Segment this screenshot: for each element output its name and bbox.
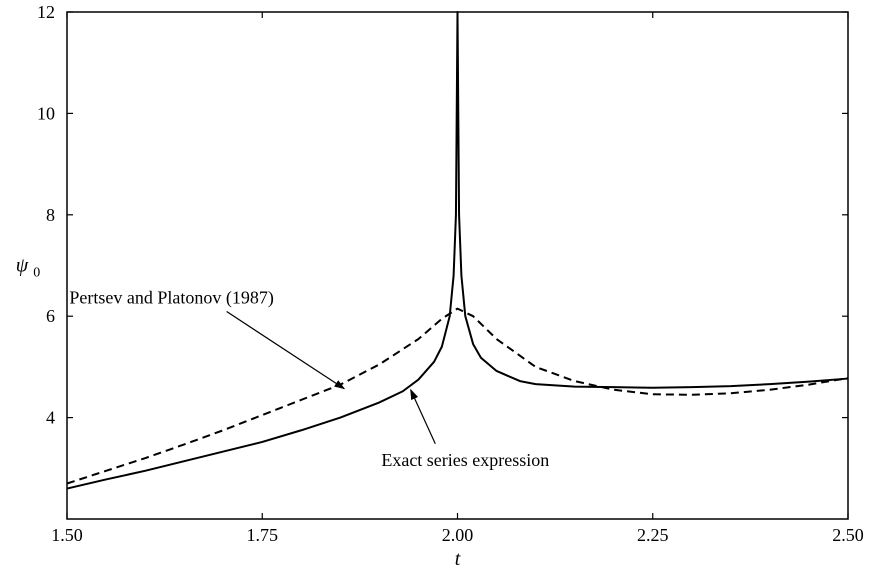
y-axis-label-subscript: 0 [33,266,40,281]
series-line-solid [66,11,849,490]
x-tick-label: 1.50 [51,525,83,545]
y-axis-label-main: ψ [16,255,29,277]
y-tick-label: 12 [37,2,55,22]
series [66,11,849,490]
x-tick-label: 2.25 [637,525,669,545]
series-line-dashed [66,307,849,485]
x-tick-label: 1.75 [247,525,279,545]
y-tick-label: 10 [37,103,55,123]
x-axis-label: t [455,548,461,570]
x-tick-label: 2.00 [442,525,474,545]
annotation-label: Pertsev and Platonov (1987) [69,288,273,309]
y-axis-label: ψ 0 [16,255,40,281]
y-tick-label: 8 [46,205,55,225]
annotations: Pertsev and Platonov (1987) Exact series … [69,288,549,470]
annotation-label: Exact series expression [381,450,549,470]
y-tick-label: 4 [46,408,55,428]
x-tick-label: 2.50 [832,525,864,545]
annotation-arrow [226,311,346,390]
annotation-arrow [410,388,436,445]
y-tick-label: 6 [46,306,55,326]
ticks: 1.50 1.75 2.00 2.25 2.50 4 6 8 10 12 [37,2,864,545]
